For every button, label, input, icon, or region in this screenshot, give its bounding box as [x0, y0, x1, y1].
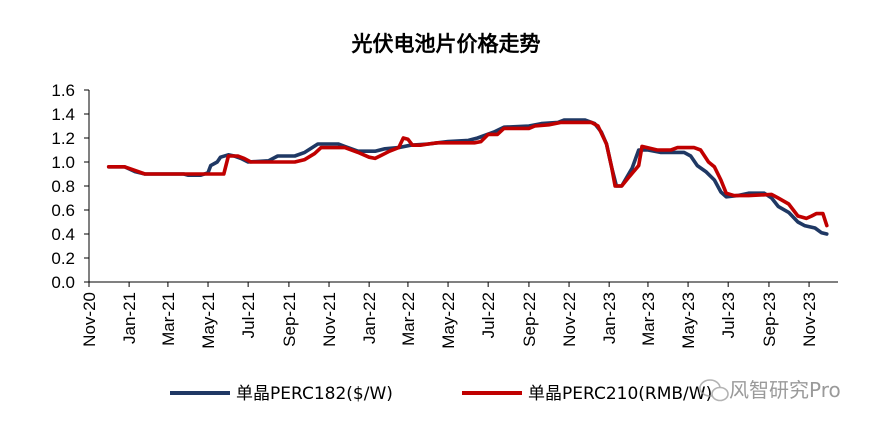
y-tick-label: 1.2: [51, 129, 75, 148]
x-tick-label: Jul-22: [479, 292, 498, 338]
x-tick-label: Sep-22: [520, 292, 539, 347]
y-tick-label: 1.6: [51, 81, 75, 100]
x-tick-label: Nov-20: [80, 292, 99, 347]
legend-label-1: 单晶PERC182($/W): [236, 384, 393, 404]
legend: 单晶PERC182($/W) 单晶PERC210(RMB/W): [170, 384, 712, 404]
x-tick-label: Mar-21: [159, 292, 178, 346]
x-tick-label: May-21: [199, 292, 218, 349]
x-tick-label: Nov-21: [320, 292, 339, 347]
wechat-icon: [699, 379, 729, 402]
series-lines: [106, 118, 829, 236]
chart-title: 光伏电池片价格走势: [351, 31, 541, 56]
y-tick-label: 0.6: [51, 201, 75, 220]
x-tick-label: Jan-21: [120, 292, 139, 344]
y-tick-label: 0.2: [51, 249, 75, 268]
x-tick-label: Nov-22: [560, 292, 579, 347]
watermark: 风智研究Pro: [699, 378, 841, 402]
y-tick-label: 0.4: [51, 225, 75, 244]
watermark-text: 风智研究Pro: [729, 378, 841, 402]
y-tick-label: 0.0: [51, 273, 75, 292]
series-line-2: [106, 120, 829, 228]
x-tick-label: Jul-23: [719, 292, 738, 338]
y-tick-label: 1.4: [51, 105, 75, 124]
x-tick-label: Nov-23: [800, 292, 819, 347]
x-tick-label: May-23: [679, 292, 698, 349]
x-tick-label: Sep-23: [760, 292, 779, 347]
x-tick-label: Sep-21: [280, 292, 299, 347]
wechat-bubble-small: [711, 386, 729, 402]
legend-label-2: 单晶PERC210(RMB/W): [528, 384, 712, 404]
x-tick-label: Jul-21: [239, 292, 258, 338]
x-tick-label: Jan-22: [360, 292, 379, 344]
y-tick-label: 0.8: [51, 177, 75, 196]
x-tick-label: Jan-23: [600, 292, 619, 344]
x-tick-label: May-22: [439, 292, 458, 349]
axes: 0.0 0.2 0.4 0.6 0.8 1.0 1.2 1.4 1.6 Nov-20 Jan-21 M…: [51, 81, 838, 349]
series-line-1: [106, 118, 829, 236]
x-tick-label: Mar-23: [639, 292, 658, 346]
x-tick-label: Mar-22: [399, 292, 418, 346]
y-tick-label: 1.0: [51, 153, 75, 172]
